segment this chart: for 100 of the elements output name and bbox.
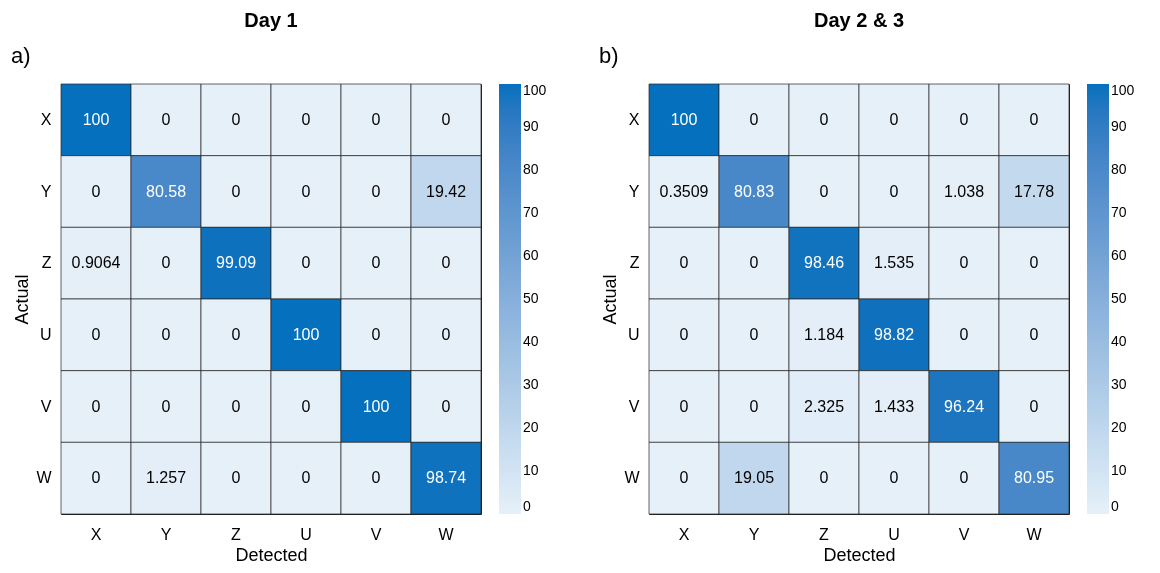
data-label: 0	[819, 182, 829, 200]
data-label: 80.58	[145, 182, 187, 200]
data-label: 0.9064	[71, 254, 121, 272]
data-label: 0	[1029, 254, 1039, 272]
data-label: 100	[82, 110, 110, 128]
y-tick-label: Y	[628, 182, 640, 200]
y-tick-label: Z	[41, 254, 52, 272]
data-label: 0	[819, 469, 829, 487]
color-bar-label: 0	[1111, 498, 1119, 514]
data-label: 0	[371, 325, 381, 343]
data-label: 0	[231, 397, 241, 415]
data-label: 0	[441, 397, 451, 415]
color-bar-label: 90	[523, 118, 539, 134]
data-label: 0	[889, 110, 899, 128]
y-axis-title: Actual	[12, 274, 33, 325]
data-label: 96.24	[943, 397, 985, 415]
data-label: 0	[749, 397, 759, 415]
chart-title: Day 2 & 3	[813, 9, 905, 31]
data-label: 100	[292, 325, 320, 343]
color-bar-label: 0	[523, 498, 531, 514]
color-bar-label: 60	[1111, 247, 1127, 263]
color-bar-label: 60	[523, 247, 539, 263]
data-label: 99.09	[215, 254, 257, 272]
y-tick-label: U	[39, 325, 52, 343]
x-tick-label: Z	[819, 525, 830, 543]
color-bar-label: 70	[1111, 204, 1127, 220]
text: b)	[599, 43, 619, 68]
data-label: 0	[1029, 110, 1039, 128]
data-label: 0	[91, 182, 101, 200]
y-tick-label: V	[40, 397, 52, 415]
data-label: 80.83	[733, 182, 775, 200]
x-tick-label: V	[958, 525, 970, 543]
y-tick-label: X	[628, 110, 640, 128]
data-label: 0	[749, 325, 759, 343]
color-bar-label: 30	[1111, 376, 1127, 392]
data-label: 0	[91, 469, 101, 487]
data-label: 0	[231, 110, 241, 128]
y-tick-label: W	[624, 469, 641, 487]
y-tick-label: U	[627, 325, 640, 343]
data-label: 0	[161, 254, 171, 272]
data-label: 0	[679, 254, 689, 272]
data-label: 0	[371, 254, 381, 272]
x-tick-label: Z	[231, 525, 242, 543]
data-label: 2.325	[803, 397, 845, 415]
data-label: 0	[441, 254, 451, 272]
data-label: 0	[889, 469, 899, 487]
y-tick-label: Z	[629, 254, 640, 272]
data-label: 0	[301, 254, 311, 272]
x-tick-label: V	[370, 525, 382, 543]
y-tick-label: Y	[40, 182, 52, 200]
color-bar-label: 80	[523, 161, 539, 177]
color-bar-label: 50	[1111, 290, 1127, 306]
color-bar-label: 20	[1111, 419, 1127, 435]
data-label: 1.433	[873, 397, 915, 415]
x-axis-title: Detected	[235, 544, 308, 565]
data-label: 0	[959, 254, 969, 272]
data-label: 98.46	[803, 254, 845, 272]
data-label: 0	[1029, 325, 1039, 343]
data-label: 1.535	[873, 254, 915, 272]
data-label: 0	[441, 325, 451, 343]
data-label: 0	[959, 110, 969, 128]
data-label: 0	[371, 469, 381, 487]
chart-title: Day 1	[244, 9, 298, 31]
x-axis-title: Detected	[823, 544, 896, 565]
data-label: 1.257	[145, 469, 187, 487]
data-label: 19.42	[425, 182, 467, 200]
y-tick-label: W	[36, 469, 53, 487]
data-label: 0	[889, 182, 899, 200]
data-label: 0.3509	[659, 182, 709, 200]
color-bar-label: 50	[523, 290, 539, 306]
data-label: 98.74	[425, 469, 467, 487]
data-label: 1.038	[943, 182, 985, 200]
data-label: 0	[371, 110, 381, 128]
color-bar-label: 40	[523, 333, 539, 349]
color-bar-label: 30	[523, 376, 539, 392]
data-label: 0	[301, 110, 311, 128]
data-label: 0	[91, 325, 101, 343]
text: a)	[11, 43, 31, 68]
x-tick-label: W	[438, 525, 455, 543]
data-label: 0	[959, 325, 969, 343]
x-tick-label: Y	[160, 525, 172, 543]
data-label: 80.95	[1013, 469, 1055, 487]
data-label: 0	[231, 325, 241, 343]
data-label: 1.184	[803, 325, 845, 343]
data-label: 0	[819, 110, 829, 128]
color-bar-label: 10	[523, 462, 539, 478]
color-bar-label: 20	[523, 419, 539, 435]
data-label: 0	[679, 397, 689, 415]
data-label: 0	[301, 469, 311, 487]
data-label: 100	[362, 397, 390, 415]
color-bar-label: 80	[1111, 161, 1127, 177]
data-label: 0	[371, 182, 381, 200]
data-label: 0	[749, 254, 759, 272]
x-tick-label: U	[300, 525, 312, 543]
data-label: 0	[231, 469, 241, 487]
data-label: 19.05	[733, 469, 775, 487]
color-bar-label: 100	[523, 82, 547, 98]
y-axis-title: Actual	[600, 274, 621, 325]
data-label: 0	[1029, 397, 1039, 415]
data-label: 0	[231, 182, 241, 200]
